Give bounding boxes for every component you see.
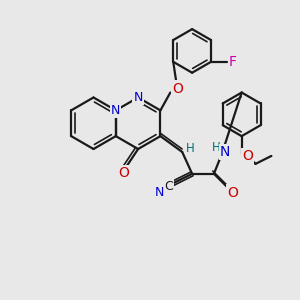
Text: N: N (155, 186, 164, 199)
Text: O: O (227, 186, 238, 200)
Text: H: H (212, 140, 220, 154)
Text: N: N (111, 104, 121, 117)
Text: N: N (220, 145, 230, 159)
Text: F: F (229, 55, 237, 69)
Text: H: H (186, 142, 194, 154)
Text: O: O (172, 82, 183, 96)
Text: N: N (134, 91, 143, 104)
Text: O: O (118, 166, 129, 180)
Text: C: C (164, 180, 173, 193)
Text: O: O (242, 149, 253, 163)
